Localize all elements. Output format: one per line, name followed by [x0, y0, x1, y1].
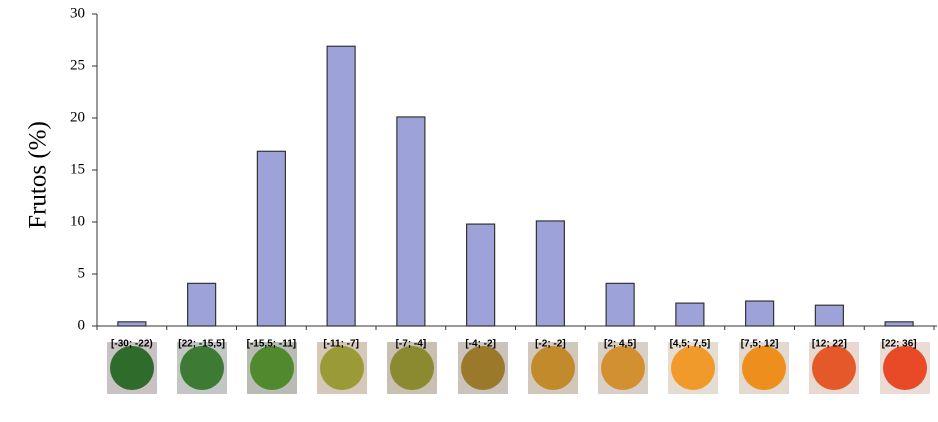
y-tick-label: 0: [78, 317, 86, 333]
fruit: [531, 346, 575, 390]
x-tick-label: [4,5; 7,5]: [670, 339, 711, 350]
bar: [605, 282, 635, 327]
bar: [117, 321, 147, 327]
x-tick-label: [-7; -4]: [396, 339, 427, 350]
fruit: [180, 346, 224, 390]
fruit: [320, 346, 364, 390]
x-tick-label: [22; 36]: [882, 339, 917, 350]
fruit: [390, 346, 434, 390]
bar: [326, 45, 356, 327]
bar: [256, 150, 286, 327]
fruit: [812, 346, 856, 390]
bar: [884, 321, 914, 327]
fruit: [883, 346, 927, 390]
y-tick-label: 15: [70, 161, 85, 177]
x-tick-label: [-11; -7]: [323, 339, 359, 350]
y-tick-label: 20: [70, 109, 85, 125]
x-tick-label: [-15,5; -11]: [247, 339, 296, 350]
bar: [745, 300, 775, 327]
x-tick-label: [-4; -2]: [465, 339, 496, 350]
y-tick-label: 10: [70, 213, 85, 229]
bar: [814, 304, 844, 327]
x-tick-label: [-30; -22): [111, 339, 153, 350]
x-tick-label: [-2; -2]: [535, 339, 566, 350]
fruit: [671, 346, 715, 390]
bar: [535, 220, 565, 327]
x-tick-label: [2; 4,5]: [604, 339, 636, 350]
y-tick-label: 30: [70, 5, 85, 21]
x-tick-label: [12; 22]: [812, 339, 847, 350]
x-tick-label: [22; -15,5]: [178, 339, 225, 350]
bar: [396, 116, 426, 327]
fruit: [461, 346, 505, 390]
fruit: [601, 346, 645, 390]
bar: [187, 282, 217, 327]
y-tick-label: 5: [78, 265, 86, 281]
fruit: [742, 346, 786, 390]
bar: [675, 302, 705, 327]
bar: [466, 223, 496, 327]
y-tick-label: 25: [70, 57, 85, 73]
y-axis-label: Frutos (%): [25, 121, 52, 229]
fruit-photos: [107, 342, 930, 394]
fruit: [250, 346, 294, 390]
x-tick-label: [7,5; 12]: [741, 339, 779, 350]
fruit: [110, 346, 154, 390]
